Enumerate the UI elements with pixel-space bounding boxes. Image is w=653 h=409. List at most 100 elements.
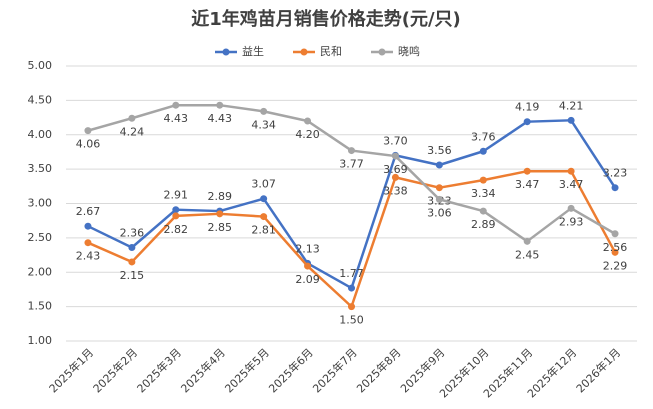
data-label: 2.85 [207,221,232,234]
legend-swatch-marker [378,48,386,56]
y-tick-label: 3.00 [28,197,53,210]
data-point [435,161,443,169]
data-label: 2.15 [120,269,145,282]
data-point [304,117,312,125]
data-label: 4.06 [76,138,101,151]
y-tick-label: 3.50 [28,162,53,175]
data-point [523,167,531,175]
legend-label: 益生 [242,44,264,58]
data-label: 4.19 [515,101,540,114]
data-label: 2.13 [295,242,320,255]
data-label: 3.69 [383,163,408,176]
x-tick-label: 2025年3月 [134,345,184,395]
x-tick-label: 2025年5月 [222,345,272,395]
y-tick-label: 5.00 [28,59,53,72]
data-point [348,284,355,292]
data-label: 2.43 [76,250,101,263]
data-label: 3.47 [515,178,540,191]
data-point [172,206,180,214]
data-point [567,116,575,124]
data-label: 2.29 [603,259,628,272]
x-tick-label: 2025年4月 [178,345,228,395]
data-point [216,101,224,109]
data-point [304,262,312,270]
data-label: 3.07 [251,178,276,191]
data-point [128,244,136,251]
data-label: 2.81 [251,224,276,237]
data-point [523,237,531,245]
data-label: 2.36 [120,227,145,240]
data-point [348,303,355,311]
y-tick-label: 4.50 [28,93,53,106]
data-label: 2.91 [164,189,189,202]
series-line [87,119,617,290]
x-tick-label: 2025年6月 [266,345,316,395]
data-point [611,184,619,192]
x-tick-label: 2025年2月 [90,345,140,395]
y-tick-label: 2.00 [28,265,53,278]
data-label: 4.43 [164,112,189,125]
y-tick-label: 4.00 [28,128,53,141]
x-tick-label: 2025年7月 [310,345,360,395]
data-point [172,101,180,109]
data-point [84,222,92,230]
data-point [260,107,268,115]
data-point [348,147,355,155]
y-tick-label: 2.50 [28,231,53,244]
data-label: 3.47 [559,178,584,191]
data-label: 3.06 [427,206,452,219]
data-label: 2.89 [471,218,496,231]
data-label: 3.23 [603,167,628,180]
series-line [87,103,616,243]
data-label: 2.45 [515,248,540,261]
data-label: 3.38 [383,184,408,197]
data-point [479,207,487,215]
data-label: 4.34 [251,118,276,131]
data-label: 2.09 [295,273,320,286]
legend-swatch-marker [300,48,308,56]
legend-label: 民和 [320,45,342,58]
y-tick-label: 1.00 [28,334,53,347]
data-point [391,152,399,160]
data-point [216,210,224,218]
data-point [567,167,575,175]
data-point [567,204,575,212]
data-point [611,248,619,256]
data-point [260,213,268,221]
data-point [128,258,136,266]
data-label: 4.20 [295,128,320,141]
data-point [84,239,92,247]
x-tick-label: 2026年1月 [573,345,623,395]
data-point [435,195,443,203]
data-label: 3.77 [339,158,364,171]
data-label: 1.50 [339,314,364,327]
data-label: 2.82 [164,223,189,236]
x-tick-label: 2025年1月 [46,345,96,395]
data-label: 3.34 [471,187,496,200]
legend-swatch-marker [222,48,230,56]
data-point [84,127,92,135]
data-point [479,176,487,184]
y-tick-label: 1.50 [28,300,53,313]
data-point [479,147,487,155]
data-label: 3.70 [383,134,408,147]
data-label: 3.56 [427,144,452,157]
data-label: 3.76 [471,130,496,143]
data-point [128,114,136,122]
data-point [611,230,619,238]
x-tick-label: 2025年8月 [353,345,403,395]
data-point [435,184,443,192]
chart-title: 近1年鸡苗月销售价格走势(元/只) [191,8,461,30]
data-label: 2.67 [76,205,101,218]
data-label: 4.21 [559,99,584,112]
data-label: 2.93 [559,215,584,228]
legend-label: 晓鸣 [398,44,420,58]
data-point [260,195,268,203]
data-label: 2.56 [603,241,628,254]
data-label: 4.43 [207,112,232,125]
data-label: 1.77 [339,267,364,280]
data-point [391,173,399,181]
data-point [523,118,531,126]
